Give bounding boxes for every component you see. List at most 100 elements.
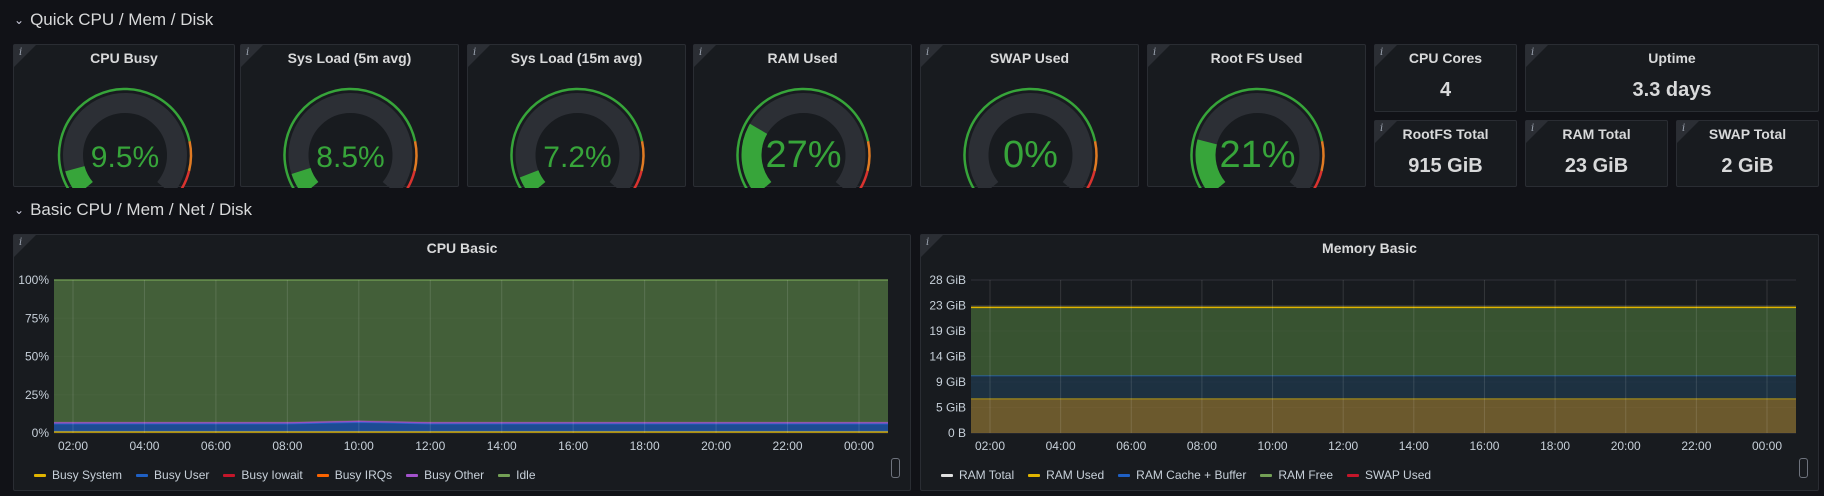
stat-panel-rootfs-total[interactable]: i RootFS Total 915 GiB — [1374, 120, 1517, 187]
panel-title: Sys Load (15m avg) — [510, 50, 643, 66]
gauge: 21% — [1190, 87, 1325, 188]
info-icon[interactable]: i — [19, 237, 23, 248]
series-area-busy-user — [54, 422, 888, 432]
panel-corner — [1526, 121, 1548, 143]
x-tick-label: 20:00 — [701, 439, 731, 453]
legend-item[interactable]: Busy User — [136, 468, 209, 482]
gauge-panel-ram-used[interactable]: i RAM Used 27% — [693, 44, 912, 188]
row-header-quick[interactable]: ⌄ Quick CPU / Mem / Disk — [14, 8, 213, 32]
info-icon[interactable]: i — [1531, 123, 1535, 134]
legend-item[interactable]: RAM Free — [1260, 468, 1333, 482]
legend-swatch — [498, 473, 511, 477]
legend-item[interactable]: RAM Used — [1028, 468, 1104, 482]
legend-scrollbar[interactable] — [1799, 458, 1808, 478]
panel-corner — [1148, 45, 1170, 67]
legend-swatch — [1118, 473, 1131, 477]
panel-corner — [921, 45, 943, 67]
threshold-band-red — [1086, 170, 1096, 188]
legend-item[interactable]: RAM Total — [941, 468, 1014, 482]
panel-corner — [1526, 45, 1548, 67]
x-tick-label: 18:00 — [630, 439, 660, 453]
info-icon[interactable]: i — [699, 47, 703, 58]
legend-label: RAM Free — [1278, 468, 1334, 482]
y-tick-label: 50% — [25, 350, 49, 364]
y-tick-label: 19 GiB — [929, 324, 966, 338]
info-icon[interactable]: i — [1153, 47, 1157, 58]
stat-panel-cpu-cores[interactable]: i CPU Cores 4 — [1374, 44, 1517, 112]
panel-corner — [1375, 45, 1397, 67]
series-area-idle — [54, 280, 888, 423]
panel-corner — [241, 45, 263, 67]
legend-label: SWAP Used — [1365, 468, 1432, 482]
cpu-basic-chart[interactable]: 0% 25% 50% 75% 100% 02:00 04:00 06:00 08:00 10:00… — [14, 235, 912, 492]
gauge: 8.5% — [283, 87, 418, 188]
info-icon[interactable]: i — [1380, 123, 1384, 134]
row-header-basic[interactable]: ⌄ Basic CPU / Mem / Net / Disk — [14, 198, 252, 222]
info-icon[interactable]: i — [246, 47, 250, 58]
y-tick-label: 0% — [32, 426, 50, 440]
legend-label: Idle — [516, 468, 536, 482]
x-tick-label: 04:00 — [129, 439, 159, 453]
row-title: Basic CPU / Mem / Net / Disk — [30, 200, 253, 219]
x-tick-label: 02:00 — [58, 439, 88, 453]
gauge-panel-root-fs-used[interactable]: i Root FS Used 21% — [1147, 44, 1366, 188]
x-tick-label: 10:00 — [1258, 439, 1288, 453]
y-tick-label: 5 GiB — [936, 400, 966, 414]
legend-item[interactable]: RAM Cache + Buffer — [1118, 468, 1246, 482]
y-tick-label: 23 GiB — [929, 299, 966, 313]
legend-scrollbar[interactable] — [891, 458, 900, 478]
gauge-value-arc — [291, 167, 319, 188]
info-icon[interactable]: i — [1380, 47, 1384, 58]
gauge-panel-cpu-busy[interactable]: i CPU Busy 9.5% — [13, 44, 235, 188]
y-tick-label: 75% — [25, 311, 49, 325]
memory-basic-chart[interactable]: 0 B 5 GiB 9 GiB 14 GiB 19 GiB 23 GiB 28 GiB 02:… — [921, 235, 1820, 492]
gauge-value: 27% — [765, 134, 841, 176]
legend-item[interactable]: Busy Iowait — [223, 468, 303, 482]
legend-swatch — [34, 473, 46, 477]
x-tick-label: 06:00 — [201, 439, 231, 453]
stat-panel-uptime[interactable]: i Uptime 3.3 days — [1525, 44, 1819, 112]
legend-item[interactable]: SWAP Used — [1347, 468, 1431, 482]
legend-swatch — [223, 473, 236, 477]
stat-panel-ram-total[interactable]: i RAM Total 23 GiB — [1525, 120, 1668, 187]
panel-corner — [1375, 121, 1397, 143]
stat-value: 2 GiB — [1721, 155, 1774, 177]
series-area-ram-cache-buffer — [971, 375, 1796, 399]
legend-swatch — [1260, 473, 1273, 477]
legend-swatch — [136, 473, 149, 477]
gauge: 27% — [736, 87, 871, 188]
gauge: 0% — [963, 87, 1098, 188]
legend-item[interactable]: Busy System — [34, 468, 122, 482]
x-tick-label: 06:00 — [1116, 439, 1146, 453]
threshold-band-green — [57, 87, 191, 188]
threshold-band-red — [1313, 170, 1323, 188]
info-icon[interactable]: i — [1682, 123, 1686, 134]
threshold-band-orange — [413, 141, 418, 172]
stat-value: 23 GiB — [1564, 155, 1629, 177]
timeseries-panel-cpu-basic[interactable]: i CPU Basic 0% 25% 50% 75% 100% 02:00 04:00 06:… — [13, 234, 911, 491]
info-icon[interactable]: i — [926, 237, 930, 248]
chevron-down-icon: ⌄ — [14, 203, 25, 217]
info-icon[interactable]: i — [1531, 47, 1535, 58]
gauge: 9.5% — [57, 87, 193, 188]
gauge-panel-sys-load-15m[interactable]: i Sys Load (15m avg) 7.2% — [467, 44, 686, 188]
x-tick-label: 16:00 — [558, 439, 588, 453]
panel-title: SWAP Total — [1708, 126, 1787, 142]
info-icon[interactable]: i — [473, 47, 477, 58]
gauge-value: 0% — [1003, 134, 1058, 176]
gauge-panel-sys-load-5m[interactable]: i Sys Load (5m avg) 8.5% — [240, 44, 459, 188]
info-icon[interactable]: i — [926, 47, 930, 58]
stat-panel-swap-total[interactable]: i SWAP Total 2 GiB — [1676, 120, 1819, 187]
panel-title: Root FS Used — [1210, 50, 1303, 66]
timeseries-panel-memory-basic[interactable]: i Memory Basic 0 B 5 GiB 9 GiB 14 GiB 19 GiB… — [920, 234, 1819, 491]
legend-item[interactable]: Idle — [498, 468, 536, 482]
x-tick-label: 22:00 — [773, 439, 803, 453]
gauge-panel-swap-used[interactable]: i SWAP Used 0% — [920, 44, 1139, 188]
legend-item[interactable]: Busy IRQs — [316, 468, 392, 482]
chart-legend: Busy System Busy User Busy Iowait Busy IRQs… — [34, 468, 536, 482]
legend-item[interactable]: Busy Other — [406, 468, 484, 482]
x-tick-label: 14:00 — [1399, 439, 1429, 453]
info-icon[interactable]: i — [19, 47, 23, 58]
gauge-value: 8.5% — [316, 141, 384, 174]
series-area-ram-free — [971, 307, 1796, 376]
